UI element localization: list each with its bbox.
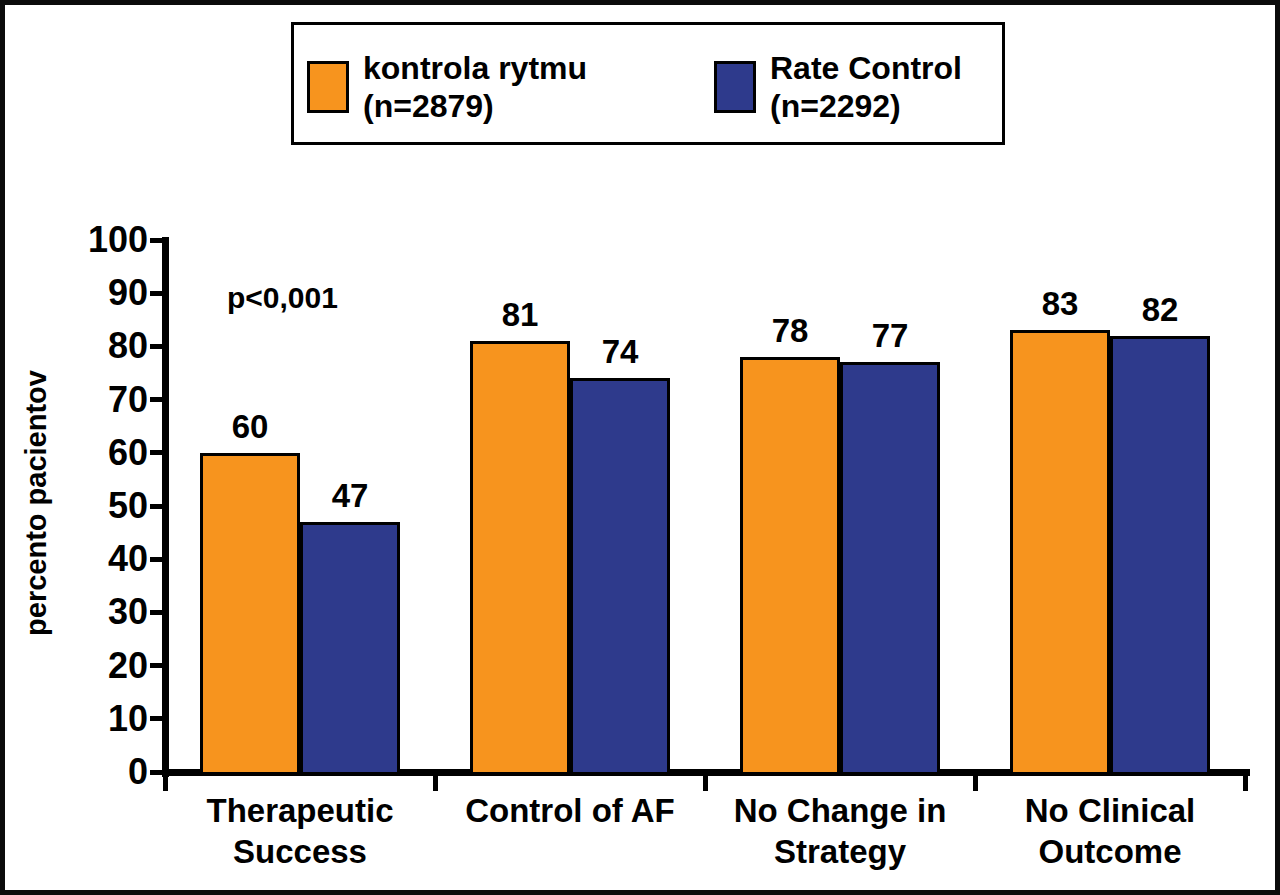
- y-axis-tick: [150, 238, 165, 243]
- y-axis-tick-label: 80: [78, 325, 148, 367]
- x-axis-tick: [973, 772, 978, 791]
- bar-value-label: 47: [300, 477, 400, 515]
- bar-rate-control: [300, 522, 400, 775]
- y-axis-tick: [150, 716, 165, 721]
- bar-rate-control: [840, 362, 940, 775]
- category-label: TherapeuticSuccess: [160, 790, 440, 872]
- y-axis-tick-label: 10: [78, 698, 148, 740]
- y-axis-tick: [150, 291, 165, 296]
- y-axis-tick-label: 30: [78, 591, 148, 633]
- bar-rhythm-control: [470, 341, 570, 775]
- legend-label-line2: (n=2879): [363, 88, 494, 124]
- category-label: No ClinicalOutcome: [970, 790, 1250, 872]
- bar-value-label: 74: [570, 333, 670, 371]
- y-axis-tick-label: 20: [78, 645, 148, 687]
- y-axis-tick-label: 40: [78, 538, 148, 580]
- bar-rate-control: [1110, 336, 1210, 775]
- y-axis-tick-label: 70: [78, 379, 148, 421]
- y-axis-title: percento pacientov: [20, 370, 53, 636]
- y-axis-tick-label: 60: [78, 432, 148, 474]
- bar-value-label: 82: [1110, 291, 1210, 329]
- x-axis-tick: [163, 772, 168, 791]
- category-label: Control of AF: [430, 790, 710, 831]
- legend-label-rhythm-control: kontrola rytmu(n=2879): [363, 49, 587, 125]
- bar-rhythm-control: [740, 357, 840, 775]
- legend: kontrola rytmu(n=2879) Rate Control(n=22…: [291, 22, 1005, 145]
- legend-label-line2: (n=2292): [770, 88, 901, 124]
- legend-item-rhythm-control: kontrola rytmu(n=2879): [307, 49, 587, 125]
- y-axis-tick-label: 0: [78, 751, 148, 793]
- y-axis-tick: [150, 610, 165, 615]
- legend-label-rate-control: Rate Control(n=2292): [770, 49, 962, 125]
- y-axis-tick: [150, 663, 165, 668]
- bar-rhythm-control: [1010, 330, 1110, 775]
- x-axis-tick: [433, 772, 438, 791]
- rhythm-control-swatch-icon: [307, 61, 349, 113]
- bar-value-label: 83: [1010, 285, 1110, 323]
- x-axis-tick: [1243, 772, 1248, 791]
- p-value-annotation: p<0,001: [227, 281, 338, 315]
- legend-label-line1: kontrola rytmu: [363, 50, 587, 86]
- bar-rate-control: [570, 378, 670, 775]
- bar-value-label: 77: [840, 317, 940, 355]
- y-axis-tick-label: 90: [78, 272, 148, 314]
- y-axis-tick: [150, 504, 165, 509]
- y-axis-tick: [150, 397, 165, 402]
- y-axis-tick: [150, 557, 165, 562]
- y-axis-tick: [150, 344, 165, 349]
- rate-control-swatch-icon: [714, 61, 756, 113]
- bar-value-label: 78: [740, 312, 840, 350]
- x-axis-tick: [703, 772, 708, 791]
- bar-value-label: 81: [470, 296, 570, 334]
- bar-rhythm-control: [200, 453, 300, 775]
- legend-item-rate-control: Rate Control(n=2292): [714, 49, 962, 125]
- y-axis-tick-label: 50: [78, 485, 148, 527]
- category-label: No Change inStrategy: [700, 790, 980, 872]
- y-axis-tick-label: 100: [78, 219, 148, 261]
- bar-value-label: 60: [200, 408, 300, 446]
- legend-label-line1: Rate Control: [770, 50, 962, 86]
- y-axis-tick: [150, 450, 165, 455]
